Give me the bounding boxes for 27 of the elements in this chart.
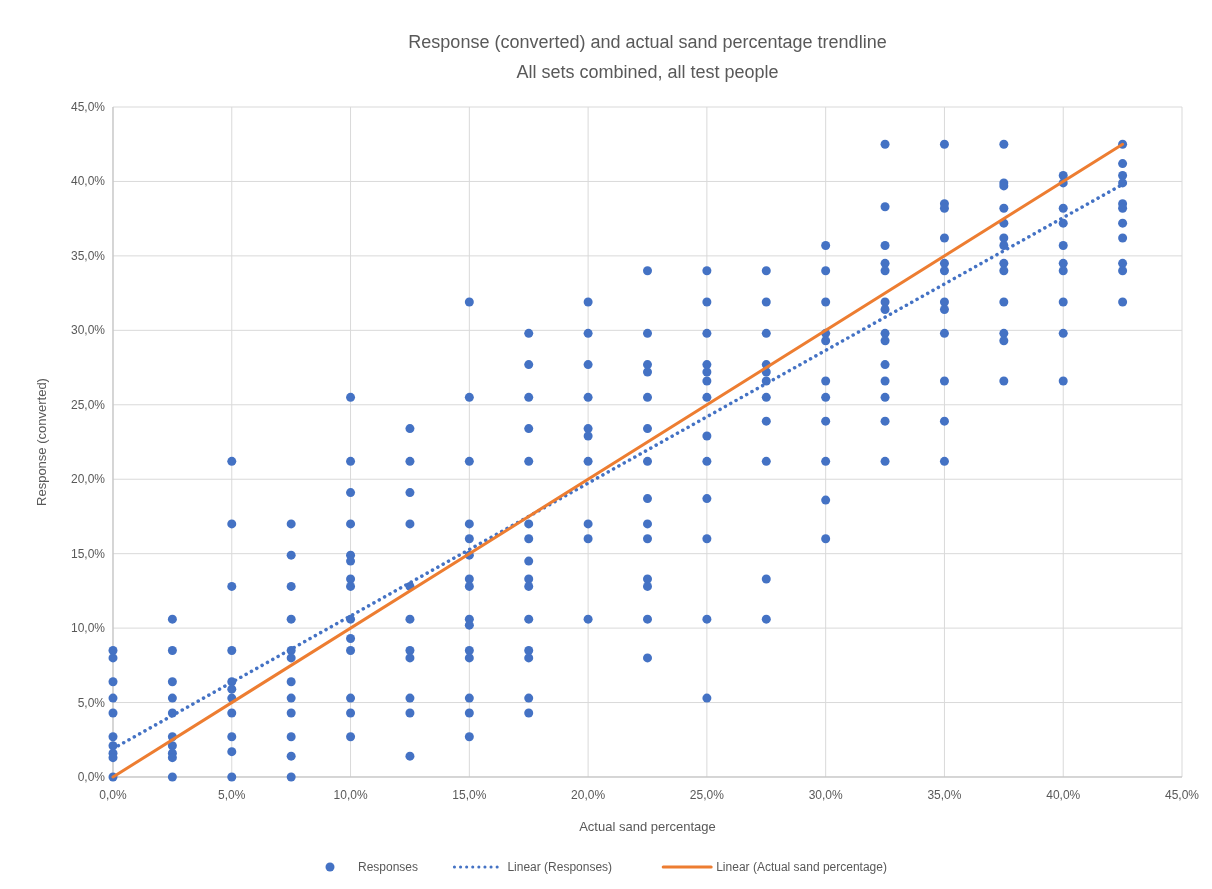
legend-label: Linear (Responses) xyxy=(507,860,613,874)
x-tick-label: 5,0% xyxy=(218,788,246,802)
y-axis-title: Response (converted) xyxy=(34,378,49,506)
x-tick-label: 45,0% xyxy=(1164,788,1200,802)
y-tick-label: 20,0% xyxy=(70,472,106,487)
y-tick-label: 0,0% xyxy=(77,770,106,784)
x-axis-title: Actual sand percentage xyxy=(579,819,716,834)
x-tick-label: 40,0% xyxy=(1046,788,1081,802)
y-tick-label: 25,0% xyxy=(70,397,106,412)
y-tick-label: 35,0% xyxy=(70,248,106,263)
y-tick-label: 10,0% xyxy=(70,621,106,636)
chart-title: Response (converted) and actual sand percentage trendline xyxy=(408,32,887,52)
x-tick-label: 0,0% xyxy=(99,788,127,802)
x-tick-label: 25,0% xyxy=(689,788,725,802)
x-tick-label: 30,0% xyxy=(808,788,844,802)
legend-label: Linear (Actual sand percentage) xyxy=(716,860,887,874)
x-tick-label: 15,0% xyxy=(452,788,487,802)
y-tick-label: 30,0% xyxy=(70,323,106,338)
y-tick-label: 5,0% xyxy=(77,695,106,710)
x-tick-label: 20,0% xyxy=(571,788,606,802)
y-tick-label: 40,0% xyxy=(70,174,106,189)
legend-label: Responses xyxy=(358,860,419,874)
x-tick-label: 35,0% xyxy=(927,788,962,802)
y-tick-label: 45,0% xyxy=(70,100,106,114)
y-tick-label: 15,0% xyxy=(70,546,106,561)
chart-subtitle: All sets combined, all test people xyxy=(516,62,779,82)
x-tick-label: 10,0% xyxy=(333,788,368,802)
